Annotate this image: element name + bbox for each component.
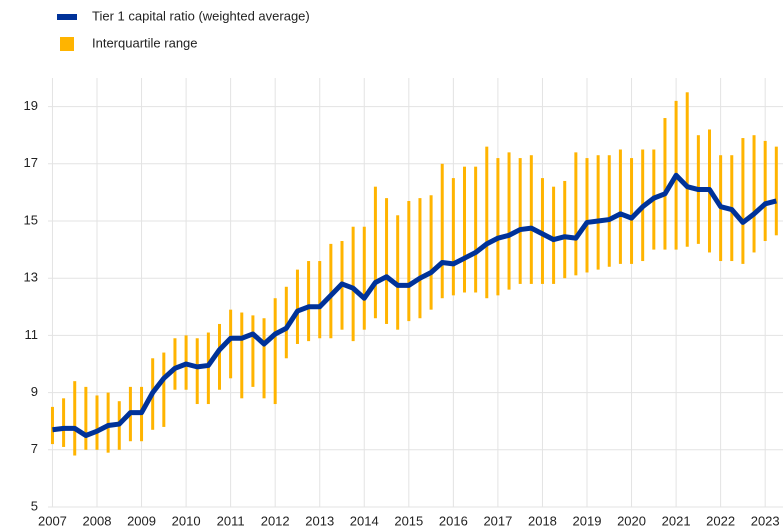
legend-swatch xyxy=(57,14,77,20)
range-bar xyxy=(596,155,600,270)
range-bar xyxy=(574,152,578,276)
range-bar xyxy=(529,155,533,284)
range-bar xyxy=(206,332,210,405)
range-bar xyxy=(162,352,166,427)
y-tick-label: 19 xyxy=(24,98,38,113)
range-bar xyxy=(618,149,622,264)
range-bar xyxy=(418,198,422,319)
range-bar xyxy=(95,395,99,450)
range-bar xyxy=(229,309,233,379)
x-tick-label: 2021 xyxy=(662,513,691,528)
range-bar xyxy=(507,152,511,290)
x-tick-label: 2015 xyxy=(394,513,423,528)
range-bar xyxy=(663,118,667,250)
range-bar xyxy=(607,155,611,267)
range-bar xyxy=(741,138,745,264)
range-bar xyxy=(496,158,500,296)
legend-label: Tier 1 capital ratio (weighted average) xyxy=(92,8,310,23)
range-bar xyxy=(73,381,77,456)
range-bar xyxy=(518,158,522,284)
range-bar xyxy=(284,286,288,359)
y-tick-label: 9 xyxy=(31,384,38,399)
range-bar xyxy=(752,135,756,253)
range-bar xyxy=(218,323,221,390)
range-bar xyxy=(351,226,355,342)
x-tick-label: 2011 xyxy=(217,513,245,528)
y-tick-label: 7 xyxy=(31,441,38,456)
range-bar xyxy=(396,215,400,330)
y-tick-label: 13 xyxy=(24,270,38,285)
range-bar xyxy=(106,392,110,453)
x-tick-label: 2007 xyxy=(38,513,67,528)
x-tick-label: 2018 xyxy=(528,513,557,528)
range-bar xyxy=(451,178,455,296)
range-bar xyxy=(62,398,66,447)
range-bar xyxy=(84,386,88,450)
x-tick-label: 2017 xyxy=(483,513,512,528)
range-bar xyxy=(329,243,333,339)
y-tick-label: 15 xyxy=(24,212,38,227)
x-tick-label: 2019 xyxy=(573,513,602,528)
range-bar xyxy=(474,166,478,293)
range-bar xyxy=(763,140,767,242)
line xyxy=(52,172,777,438)
y-tick-label: 17 xyxy=(24,155,38,170)
range-bar xyxy=(463,166,466,293)
x-tick-label: 2020 xyxy=(617,513,646,528)
range-bar xyxy=(50,406,54,445)
range-bar xyxy=(685,92,689,247)
range-bar xyxy=(262,318,266,399)
y-tick-label: 5 xyxy=(31,498,38,513)
x-tick-label: 2013 xyxy=(305,513,334,528)
y-tick-label: 11 xyxy=(25,327,39,342)
legend-swatch xyxy=(60,37,74,51)
range-bar xyxy=(552,186,556,284)
range-bar xyxy=(173,338,177,390)
range-bar xyxy=(774,146,778,236)
range-bar xyxy=(373,186,377,319)
range-bar xyxy=(630,158,634,264)
range-bar xyxy=(273,298,277,405)
range-bar xyxy=(485,146,489,299)
range-bar xyxy=(251,315,255,387)
x-tick-label: 2022 xyxy=(706,513,735,528)
range-bar xyxy=(440,163,444,299)
range-bar xyxy=(240,312,244,399)
range-bar xyxy=(540,178,544,284)
range-bar xyxy=(385,198,389,324)
x-tick-label: 2016 xyxy=(439,513,468,528)
range-bar xyxy=(407,200,411,322)
range-bar xyxy=(563,180,567,279)
range-bar xyxy=(295,269,299,344)
x-tick-label: 2014 xyxy=(350,513,379,528)
range-bar xyxy=(362,226,366,330)
x-tick-label: 2009 xyxy=(127,513,156,528)
range-bar xyxy=(585,158,589,273)
x-tick-label: 2023 xyxy=(751,513,780,528)
range-bar xyxy=(318,261,322,339)
range-bar xyxy=(429,195,433,310)
x-tick-label: 2008 xyxy=(83,513,112,528)
legend-label: Interquartile range xyxy=(92,35,198,50)
x-tick-label: 2012 xyxy=(261,513,290,528)
range-bar xyxy=(195,338,199,405)
x-tick-label: 2010 xyxy=(172,513,201,528)
range-bar xyxy=(307,261,311,342)
